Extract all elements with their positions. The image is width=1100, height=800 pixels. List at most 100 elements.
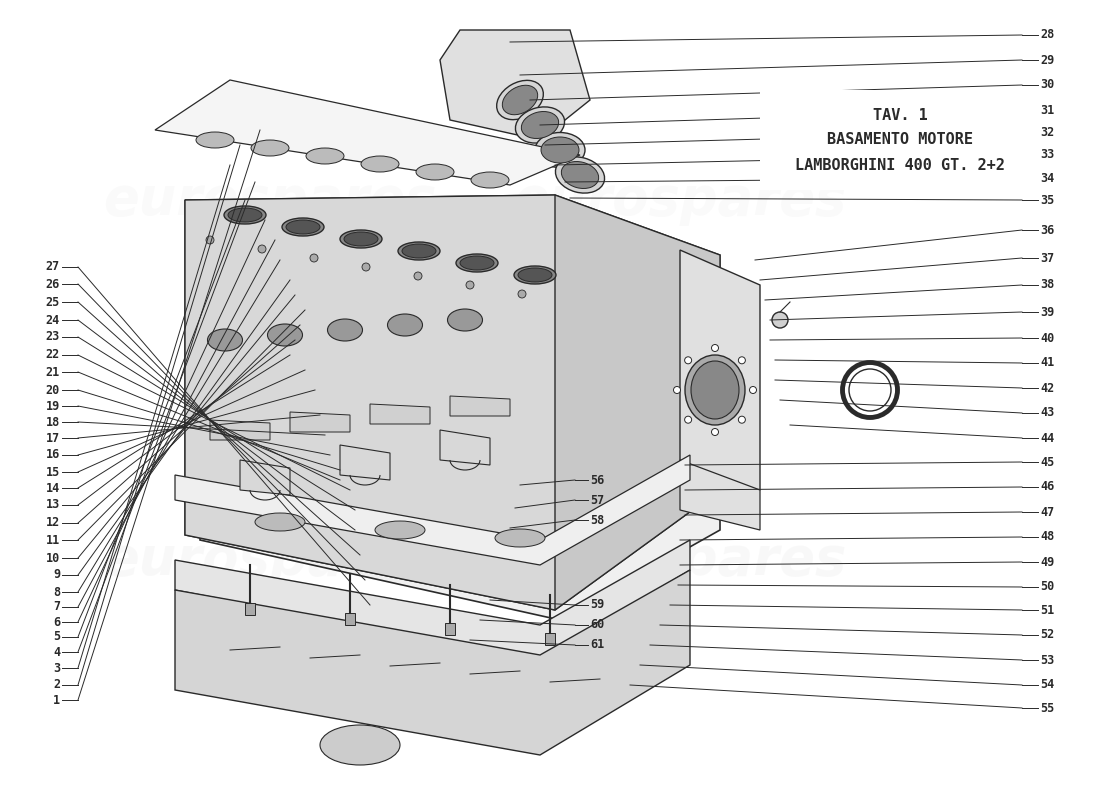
Text: 17: 17 [46,431,60,445]
Circle shape [772,312,788,328]
Text: 34: 34 [1040,171,1054,185]
Text: eurospares: eurospares [103,534,437,586]
Ellipse shape [224,206,266,224]
Text: 55: 55 [1040,702,1054,714]
Text: 3: 3 [53,662,60,674]
Text: 38: 38 [1040,278,1054,291]
Text: 50: 50 [1040,581,1054,594]
Circle shape [749,386,757,394]
Text: 26: 26 [46,278,60,290]
Text: 2: 2 [53,678,60,691]
Text: eurospares: eurospares [103,174,437,226]
Text: 47: 47 [1040,506,1054,518]
Ellipse shape [516,107,564,143]
Text: 7: 7 [53,601,60,614]
Polygon shape [680,460,760,530]
Circle shape [518,290,526,298]
Text: 32: 32 [1040,126,1054,138]
Circle shape [684,357,692,364]
Bar [760,90,1040,190]
Ellipse shape [306,148,344,164]
Circle shape [684,416,692,423]
Ellipse shape [416,164,454,180]
Text: 16: 16 [46,449,60,462]
Ellipse shape [255,513,305,531]
Text: 22: 22 [46,349,60,362]
Text: 49: 49 [1040,555,1054,569]
Polygon shape [175,570,690,755]
Ellipse shape [514,266,556,284]
Polygon shape [175,455,690,565]
Circle shape [362,263,370,271]
Ellipse shape [456,254,498,272]
Circle shape [466,281,474,289]
Text: 40: 40 [1040,331,1054,345]
Ellipse shape [561,162,598,189]
Text: 60: 60 [590,618,604,631]
Text: 1: 1 [53,694,60,706]
Text: 52: 52 [1040,629,1054,642]
Ellipse shape [267,324,303,346]
Text: 24: 24 [46,314,60,326]
Text: 57: 57 [590,494,604,506]
Text: 33: 33 [1040,149,1054,162]
Text: 46: 46 [1040,481,1054,494]
Ellipse shape [402,244,436,258]
Text: 37: 37 [1040,251,1054,265]
Text: 42: 42 [1040,382,1054,394]
Text: 4: 4 [53,646,60,658]
Text: 20: 20 [46,383,60,397]
Polygon shape [450,396,510,416]
Text: 8: 8 [53,586,60,598]
Ellipse shape [541,137,579,163]
Text: 54: 54 [1040,678,1054,691]
Text: 18: 18 [46,415,60,429]
Polygon shape [290,412,350,432]
Polygon shape [544,633,556,645]
Text: 56: 56 [590,474,604,486]
Text: 58: 58 [590,514,604,526]
Ellipse shape [228,208,262,222]
Text: 35: 35 [1040,194,1054,206]
Text: 21: 21 [46,366,60,378]
Circle shape [258,245,266,253]
Ellipse shape [398,242,440,260]
Text: 19: 19 [46,399,60,413]
Polygon shape [245,603,255,615]
Polygon shape [240,460,290,495]
Ellipse shape [320,725,400,765]
Text: 11: 11 [46,534,60,546]
Text: 36: 36 [1040,223,1054,237]
Polygon shape [185,195,720,610]
Ellipse shape [691,361,739,419]
Ellipse shape [535,133,585,167]
Text: eurospares: eurospares [514,534,847,586]
Polygon shape [440,30,590,140]
Text: TAV. 1: TAV. 1 [872,107,927,122]
Text: 29: 29 [1040,54,1054,66]
Ellipse shape [361,156,399,172]
Text: 41: 41 [1040,357,1054,370]
Polygon shape [345,613,355,625]
Circle shape [673,386,681,394]
Ellipse shape [495,529,544,547]
Text: 53: 53 [1040,654,1054,666]
Polygon shape [200,200,720,620]
Text: 61: 61 [590,638,604,651]
Circle shape [738,416,746,423]
Text: 51: 51 [1040,603,1054,617]
Text: 12: 12 [46,517,60,530]
Polygon shape [155,80,580,185]
Polygon shape [680,250,760,490]
Ellipse shape [518,268,552,282]
Text: 5: 5 [53,630,60,643]
Text: BASAMENTO MOTORE: BASAMENTO MOTORE [827,133,974,147]
Text: 48: 48 [1040,530,1054,543]
Circle shape [712,429,718,435]
Polygon shape [175,540,690,660]
Text: 30: 30 [1040,78,1054,91]
Text: 15: 15 [46,466,60,478]
Ellipse shape [196,132,234,148]
Text: 44: 44 [1040,431,1054,445]
Ellipse shape [448,309,483,331]
